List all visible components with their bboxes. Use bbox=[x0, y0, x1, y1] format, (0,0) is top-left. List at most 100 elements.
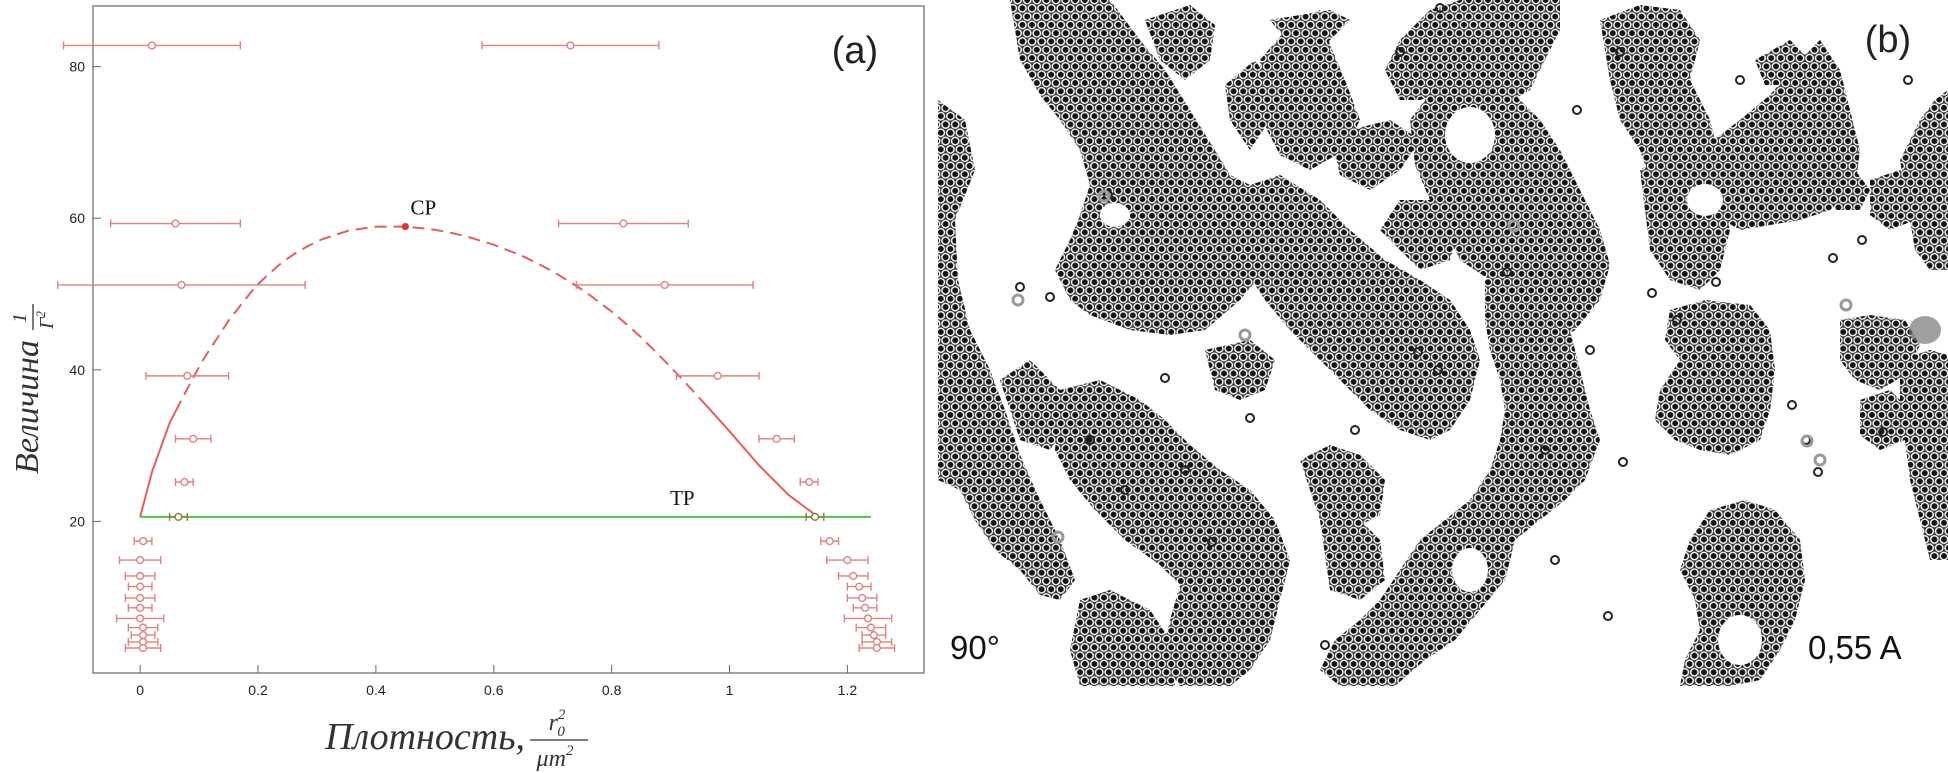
point-marker bbox=[772, 434, 781, 443]
point-marker bbox=[180, 477, 189, 487]
x-tick-label: 0.8 bbox=[602, 682, 622, 698]
data-point bbox=[174, 434, 212, 443]
data-point bbox=[56, 280, 306, 290]
data-point bbox=[758, 434, 796, 443]
x-tick-label: 0.4 bbox=[366, 682, 386, 698]
x-fraction-numerator-sub: 0 bbox=[557, 724, 565, 740]
data-point bbox=[124, 571, 156, 581]
cluster bbox=[1700, 40, 1860, 230]
x-fraction-numerator: r bbox=[549, 710, 559, 736]
x-axis: 0 0.2 0.4 0.6 0.8 1 1.2 bbox=[136, 665, 857, 698]
point-marker bbox=[855, 582, 864, 591]
cluster bbox=[1300, 445, 1385, 530]
crystal-clusters bbox=[938, 0, 1948, 686]
data-point bbox=[861, 631, 887, 640]
microscopy-photo-panel: (b) 90° 0,55 A bbox=[938, 0, 1948, 686]
cluster bbox=[1000, 360, 1070, 450]
x-tick-label: 1 bbox=[726, 682, 734, 698]
cluster bbox=[1755, 40, 1810, 85]
cluster bbox=[1010, 0, 1290, 335]
y-axis-title-text: Величина bbox=[9, 340, 46, 474]
panel-label-b: (b) bbox=[1865, 19, 1911, 61]
data-point bbox=[861, 637, 893, 647]
point-marker bbox=[174, 512, 183, 521]
data-point bbox=[127, 623, 159, 632]
point-marker bbox=[136, 571, 145, 581]
data-points bbox=[56, 41, 896, 653]
data-point bbox=[118, 555, 162, 565]
data-point bbox=[127, 582, 153, 591]
curve-solid-segment bbox=[139, 411, 177, 518]
cluster bbox=[1680, 500, 1805, 686]
data-point bbox=[133, 537, 153, 546]
data-point bbox=[62, 41, 242, 50]
point-marker bbox=[136, 593, 145, 603]
point-marker bbox=[849, 571, 858, 581]
cp-label: CP bbox=[411, 196, 437, 220]
tp-label: TP bbox=[670, 486, 695, 510]
cluster bbox=[1205, 340, 1275, 400]
data-point bbox=[846, 593, 878, 603]
point-marker bbox=[136, 603, 145, 612]
x-tick-label: 0 bbox=[136, 682, 144, 698]
svg-text:Величина: Величина bbox=[9, 340, 46, 474]
point-marker bbox=[660, 280, 669, 290]
cluster bbox=[1600, 5, 1720, 200]
y-tick-label: 80 bbox=[69, 59, 85, 75]
point-marker bbox=[619, 219, 628, 228]
svg-text:Γ2: Γ2 bbox=[33, 311, 58, 330]
label-backdrop bbox=[1848, 0, 1948, 66]
svg-text:μm2: μm2 bbox=[536, 743, 574, 772]
data-point bbox=[145, 371, 230, 380]
cluster bbox=[1655, 300, 1775, 455]
coexistence-curve bbox=[139, 225, 819, 518]
data-point bbox=[557, 219, 689, 228]
curve-dashed-segment bbox=[174, 225, 707, 412]
data-point bbox=[109, 219, 242, 228]
data-point bbox=[855, 623, 887, 632]
critical-point-marker bbox=[401, 222, 409, 231]
point-marker bbox=[136, 614, 145, 623]
data-point bbox=[115, 614, 165, 623]
point-marker bbox=[866, 623, 876, 632]
point-marker bbox=[872, 643, 881, 653]
point-marker bbox=[136, 555, 145, 565]
x-fraction-denominator-sup: 2 bbox=[566, 743, 574, 759]
cluster bbox=[1145, 5, 1215, 80]
data-point bbox=[837, 571, 869, 581]
point-marker bbox=[189, 434, 198, 443]
y-fraction-denominator-sup: 2 bbox=[33, 311, 48, 318]
cluster bbox=[938, 100, 1075, 600]
label-backdrop bbox=[940, 610, 1052, 686]
data-point bbox=[124, 593, 156, 603]
point-marker bbox=[136, 582, 145, 591]
blurred-particles bbox=[1011, 189, 1853, 544]
point-marker bbox=[843, 555, 852, 565]
cluster bbox=[1190, 470, 1260, 535]
cluster bbox=[1495, 0, 1560, 40]
angle-label: 90° bbox=[950, 629, 1000, 666]
point-marker bbox=[810, 512, 820, 521]
x-tick-label: 1.2 bbox=[838, 682, 858, 698]
x-axis-title: Плотность, r2 0 μm2 bbox=[324, 707, 588, 772]
data-point bbox=[575, 280, 754, 290]
y-fraction-numerator: 1 bbox=[9, 313, 31, 323]
current-label: 0,55 A bbox=[1808, 629, 1902, 666]
data-point bbox=[805, 512, 825, 521]
x-tick-label: 0.2 bbox=[248, 682, 268, 698]
data-point bbox=[846, 582, 872, 591]
plot-frame bbox=[92, 5, 925, 674]
blur-spot bbox=[1909, 316, 1941, 344]
data-point bbox=[675, 371, 760, 380]
point-marker bbox=[566, 41, 575, 50]
y-tick-label: 20 bbox=[69, 513, 85, 529]
point-marker bbox=[183, 371, 192, 380]
point-marker bbox=[713, 371, 722, 380]
y-tick-label: 40 bbox=[69, 362, 85, 378]
point-marker bbox=[869, 631, 879, 640]
x-fraction-numerator-sup: 2 bbox=[558, 707, 566, 723]
point-marker bbox=[171, 219, 180, 228]
data-point bbox=[826, 555, 869, 565]
